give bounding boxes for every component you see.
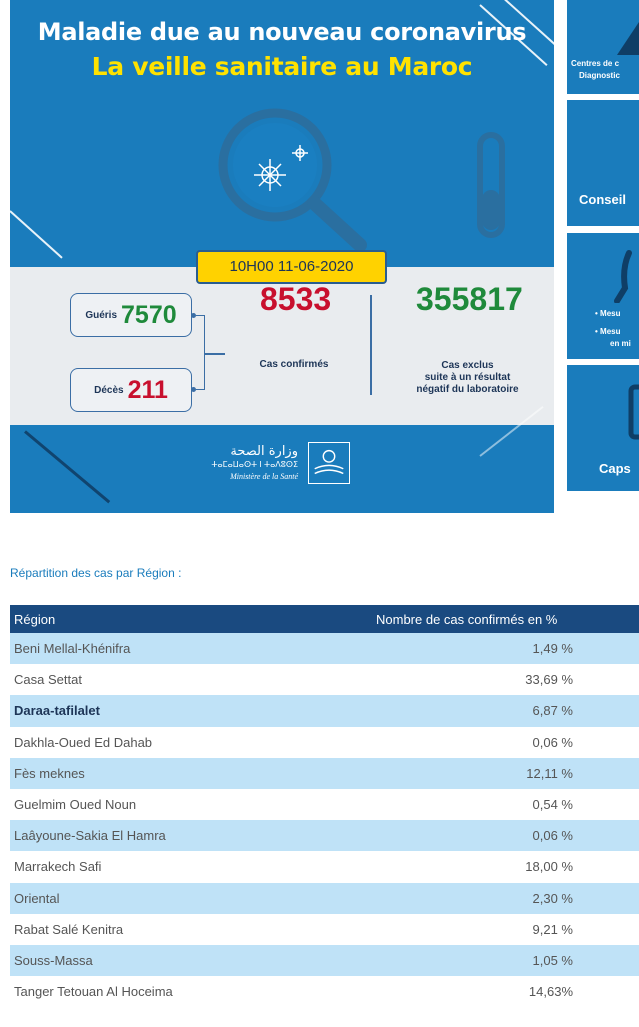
table-row: Rabat Salé Kenitra 9,21 % — [10, 913, 639, 945]
excluded-label-line: Cas exclus — [441, 360, 494, 371]
column-header-percent: Nombre de cas confirmés en % — [372, 605, 639, 633]
tile-label: Caps — [599, 461, 631, 476]
ministry-name-ar: وزارة الصحة — [230, 444, 298, 459]
recovered-count: 7570 — [121, 300, 177, 329]
region-name: Casa Settat — [10, 664, 372, 696]
table-row: Marrakech Safi 18,00 % — [10, 851, 639, 883]
region-name: Beni Mellal-Khénifra — [10, 633, 372, 665]
region-table: Région Nombre de cas confirmés en % Beni… — [10, 605, 639, 1008]
deaths-count: 211 — [127, 375, 168, 404]
table-row: Souss-Massa 1,05 % — [10, 944, 639, 977]
tile-mesures[interactable]: • Mesu • Mesu en mi — [567, 233, 639, 359]
excluded-label-line: suite à un résultat — [424, 372, 511, 383]
table-row: Laâyoune-Sakia El Hamra 0,06 % — [10, 820, 639, 852]
ministry-logo: وزارة الصحة ⵜⴰⵎⴰⵡⴰⵙⵜ ⵏ ⵜⴰⴷⵓⵙⵉ Ministère … — [210, 440, 360, 490]
tile-conseils[interactable]: Conseil — [567, 100, 639, 226]
deaths-label: Décès — [94, 384, 124, 396]
excluded-label: Cas exclus suite à un résultat négatif d… — [400, 360, 535, 396]
region-percent: 1,49 % — [372, 633, 639, 665]
table-row: Tanger Tetouan Al Hoceima 14,63% — [10, 976, 639, 1008]
region-percent: 6,87 % — [372, 695, 639, 727]
region-percent: 0,54 % — [372, 788, 639, 821]
region-percent: 9,21 % — [372, 913, 639, 945]
connector-dot — [191, 313, 196, 318]
table-header-row: Région Nombre de cas confirmés en % — [10, 605, 639, 633]
region-percent: 18,00 % — [372, 851, 639, 883]
region-name: Rabat Salé Kenitra — [10, 913, 372, 945]
excluded-label-line: négatif du laboratoire — [416, 384, 519, 395]
region-percent: 0,06 % — [372, 726, 639, 758]
decor-line — [24, 430, 111, 504]
region-name: Tanger Tetouan Al Hoceima — [10, 976, 372, 1008]
decor-line — [10, 210, 63, 259]
confirmed-label: Cas confirmés — [259, 359, 329, 370]
covid-banner-image[interactable]: Maladie due au nouveau coronavirus La ve… — [10, 0, 554, 513]
region-name: Oriental — [10, 882, 372, 914]
ministry-name-fr: Ministère de la Santé — [230, 472, 298, 481]
phone-icon — [628, 384, 639, 440]
section-heading: Répartition des cas par Région : — [10, 566, 182, 580]
region-name: Guelmim Oued Noun — [10, 788, 372, 821]
banner-subtitle: La veille sanitaire au Maroc — [91, 52, 473, 81]
table-row: Casa Settat 33,69 % — [10, 664, 639, 696]
table-row: Daraa-tafilalet 6,87 % — [10, 695, 639, 727]
stats-panel: Guéris 7570 Décès 211 8533 Cas confirmés… — [10, 267, 554, 425]
gesture-icon — [614, 250, 632, 303]
tile-capsules[interactable]: Caps — [567, 365, 639, 491]
table-row: Oriental 2,30 % — [10, 882, 639, 914]
column-header-region: Région — [10, 605, 372, 633]
region-name: Daraa-tafilalet — [10, 695, 372, 727]
stats-divider — [370, 295, 372, 395]
region-name: Souss-Massa — [10, 944, 372, 977]
tile-label: Conseil — [579, 192, 626, 207]
tile-label: Diagnostic — [579, 71, 620, 80]
connector-line — [205, 353, 225, 355]
tile-label: • Mesu — [595, 327, 621, 336]
confirmed-count: 8533 — [260, 281, 332, 317]
triangle-icon — [617, 22, 639, 55]
region-percent: 0,06 % — [372, 820, 639, 852]
recovered-pill: Guéris 7570 — [70, 293, 192, 337]
region-percent: 14,63% — [372, 976, 639, 1008]
connector-bracket — [196, 315, 205, 390]
excluded-count: 355817 — [416, 281, 523, 317]
region-percent: 33,69 % — [372, 664, 639, 696]
region-percent: 12,11 % — [372, 757, 639, 789]
tile-label: en mi — [610, 339, 631, 348]
ministry-name-tifinagh: ⵜⴰⵎⴰⵡⴰⵙⵜ ⵏ ⵜⴰⴷⵓⵙⵉ — [211, 460, 298, 469]
recovered-label: Guéris — [85, 309, 118, 321]
region-percent: 2,30 % — [372, 882, 639, 914]
connector-dot — [191, 387, 196, 392]
region-name: Marrakech Safi — [10, 851, 372, 883]
table-row: Fès meknes 12,11 % — [10, 757, 639, 789]
banner-title: Maladie due au nouveau coronavirus — [37, 18, 527, 46]
deaths-pill: Décès 211 — [70, 368, 192, 412]
tile-diagnostic-centres[interactable]: Centres de c Diagnostic — [567, 0, 639, 94]
ministry-emblem-icon — [308, 442, 350, 484]
region-name: Laâyoune-Sakia El Hamra — [10, 820, 372, 852]
date-badge: 10H00 11-06-2020 — [196, 250, 387, 284]
table-row: Dakhla-Oued Ed Dahab 0,06 % — [10, 726, 639, 758]
tile-label: • Mesu — [595, 309, 621, 318]
region-name: Fès meknes — [10, 757, 372, 789]
region-percent: 1,05 % — [372, 944, 639, 977]
tile-label: Centres de c — [571, 59, 620, 68]
magnifier-virus-illustration — [218, 108, 505, 252]
table-row: Beni Mellal-Khénifra 1,49 % — [10, 633, 639, 665]
table-row: Guelmim Oued Noun 0,54 % — [10, 788, 639, 821]
region-name: Dakhla-Oued Ed Dahab — [10, 726, 372, 758]
